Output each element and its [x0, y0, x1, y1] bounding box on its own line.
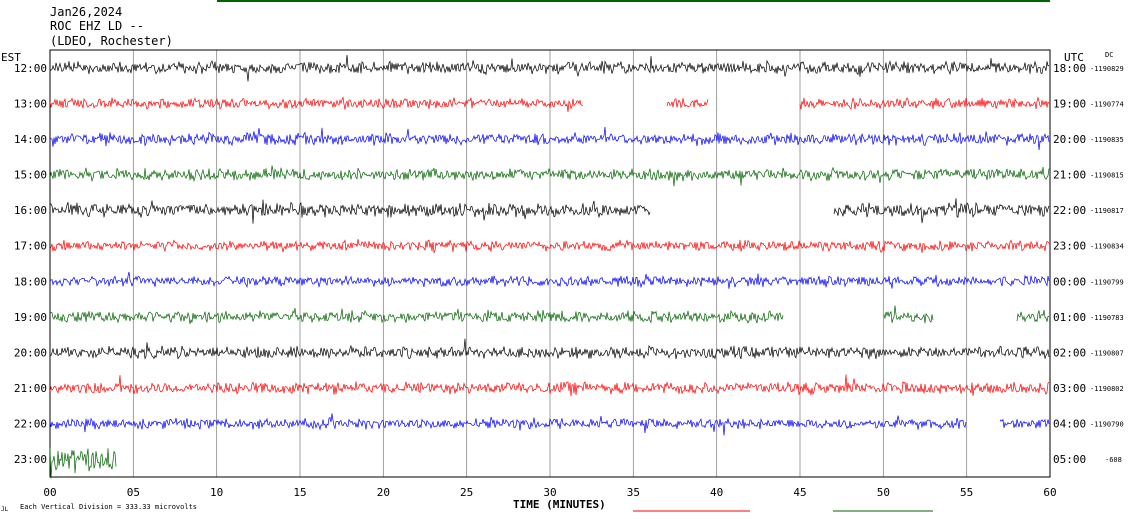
est-hour-label: 13:00 [14, 97, 47, 110]
utc-hour-label: 02:00 [1053, 346, 1086, 359]
x-tick-label: 50 [877, 486, 890, 499]
utc-hour-label: 21:00 [1053, 169, 1086, 182]
dc-offset-label: -1190799 [1090, 278, 1124, 286]
x-tick-label: 60 [1043, 486, 1056, 499]
dc-offset-label: -1190815 [1090, 172, 1124, 180]
est-hour-label: 16:00 [14, 204, 47, 217]
trace-row-1400 [49, 126, 1050, 151]
trace-row-2100 [49, 374, 1050, 397]
network-name: (LDEO, Rochester) [50, 34, 173, 48]
x-tick-label: 55 [960, 486, 973, 499]
dc-offset-label: -1190817 [1090, 207, 1124, 215]
x-tick-labels: 00 05 10 15 20 25 30 35 40 45 50 55 60 [43, 486, 1056, 499]
est-hour-label: 21:00 [14, 382, 47, 395]
est-hour-label: 14:00 [14, 133, 47, 146]
dc-offset-labels: -1190829 -1190774 -1190835 -1190815 -1190817… [1090, 65, 1124, 464]
scale-note: Each Vertical Division = 333.33 microvol… [20, 503, 197, 511]
dc-offset-label: -1190802 [1090, 385, 1124, 393]
x-tick-label: 30 [543, 486, 556, 499]
grid [132, 50, 968, 477]
utc-hour-label: 05:00 [1053, 453, 1086, 466]
station-code: ROC EHZ LD -- [50, 19, 144, 33]
record-date: Jan26,2024 [50, 5, 122, 19]
est-hour-label: 19:00 [14, 311, 47, 324]
est-axis-label: EST [1, 51, 21, 64]
seismic-traces [49, 54, 1050, 479]
x-tick-label: 45 [793, 486, 806, 499]
trace-row-1500 [49, 165, 1050, 187]
utc-hour-label: 20:00 [1053, 133, 1086, 146]
dc-offset-label: -608 [1105, 456, 1122, 464]
plot-frame [49, 49, 1051, 478]
est-tick-labels: 12:00 13:00 14:00 15:00 16:00 17:00 18:00 19:00… [14, 62, 47, 466]
utc-hour-label: 19:00 [1053, 97, 1086, 110]
trace-row-2200 [49, 413, 1050, 436]
x-axis-label: TIME (MINUTES) [513, 498, 606, 511]
dc-offset-label: -1190835 [1090, 136, 1124, 144]
trace-row-1600 [50, 198, 1050, 224]
trace-row-1200 [49, 54, 1050, 82]
utc-hour-label: 23:00 [1053, 240, 1086, 253]
utc-hour-label: 01:00 [1053, 311, 1086, 324]
dc-offset-label: -1190774 [1090, 100, 1124, 108]
x-tick-label: 10 [210, 486, 223, 499]
x-tick-label: 25 [460, 486, 473, 499]
x-tick-label: 20 [377, 486, 390, 499]
trace-row-1300 [49, 96, 1050, 113]
utc-axis-label: UTC [1064, 51, 1084, 64]
trace-row-2000 [49, 338, 1050, 360]
trace-row-1900 [49, 305, 1050, 324]
dc-offset-label: -1190783 [1090, 314, 1124, 322]
x-tick-label: 35 [627, 486, 640, 499]
x-tick-label: 40 [710, 486, 723, 499]
dc-offset-label: -1190829 [1090, 65, 1124, 73]
x-tick-label: 00 [43, 486, 56, 499]
trace-row-1700 [49, 239, 1050, 254]
est-hour-label: 20:00 [14, 346, 47, 359]
trace-row-1800 [49, 271, 1050, 289]
corner-mark: JL [1, 506, 9, 513]
x-tick-label: 05 [127, 486, 140, 499]
est-hour-label: 17:00 [14, 240, 47, 253]
dc-offset-label: -1190834 [1090, 243, 1124, 251]
utc-hour-label: 22:00 [1053, 204, 1086, 217]
utc-hour-label: 18:00 [1053, 62, 1086, 75]
est-hour-label: 22:00 [14, 418, 47, 431]
x-tick-label: 15 [293, 486, 306, 499]
dc-offset-label: -1190790 [1090, 421, 1124, 429]
est-hour-label: 23:00 [14, 453, 47, 466]
utc-hour-label: 04:00 [1053, 418, 1086, 431]
utc-hour-label: 03:00 [1053, 382, 1086, 395]
dc-offset-label: -1190807 [1090, 349, 1124, 357]
trace-row-2300 [49, 447, 117, 479]
est-hour-label: 12:00 [14, 62, 47, 75]
dc-column-label: DC [1105, 51, 1113, 59]
utc-hour-label: 00:00 [1053, 275, 1086, 288]
est-hour-label: 18:00 [14, 275, 47, 288]
utc-tick-labels: 18:00 19:00 20:00 21:00 22:00 23:00 00:00 01:00… [1053, 62, 1086, 466]
est-hour-label: 15:00 [14, 169, 47, 182]
